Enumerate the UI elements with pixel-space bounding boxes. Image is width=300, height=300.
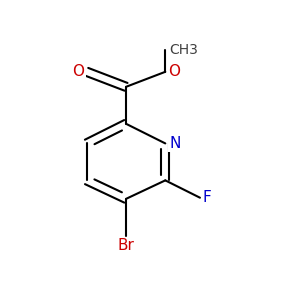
Text: O: O [72,64,84,79]
Text: O: O [168,64,180,79]
Text: Br: Br [118,238,134,253]
Text: CH3: CH3 [169,43,198,57]
Text: F: F [203,190,212,205]
Text: N: N [169,136,181,151]
